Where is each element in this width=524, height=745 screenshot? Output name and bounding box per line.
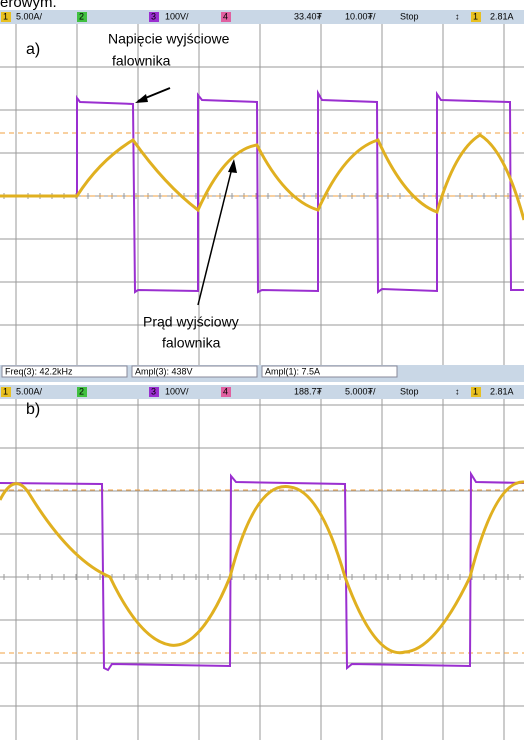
page: erowym. 1 5.00A/2 3 100V/4 33.40₮ 10.00₮/ Stop… [0,0,524,740]
header-item: 4 [223,11,228,21]
header-item: Stop [400,11,419,21]
header-item: 2 [79,11,84,21]
header-item: 1 [3,11,8,21]
header-item: ↕ [455,386,460,396]
measurement: Freq(3): 42.2kHz [5,366,73,376]
header-item: 3 [151,11,156,21]
header-item: 3 [151,386,156,396]
annotation: Napięcie wyjściowe [108,31,230,47]
header-item: 2 [79,386,84,396]
header-item: 100V/ [165,386,189,396]
panel-label: a) [26,41,40,58]
header-item: 5.00A/ [16,11,43,21]
caption-fragment: erowym. [0,0,57,11]
header-item: 2.81A [490,386,514,396]
header-item: 2.81A [490,11,514,21]
header-item: 100V/ [165,11,189,21]
header-item: 1 [473,11,478,21]
header-item: 5.00A/ [16,386,43,396]
header-item: ↕ [455,11,460,21]
header-item: 1 [3,386,8,396]
header-item: 4 [223,386,228,396]
header-item: 1 [473,386,478,396]
annotation: falownika [162,335,221,351]
header-item: Stop [400,386,419,396]
annotation: falownika [112,53,171,69]
header-item: 33.40₮ [294,11,323,21]
header-item: 5.000₮/ [345,386,376,396]
annotation: Prąd wyjściowy [143,314,239,330]
panel-b [0,385,524,740]
header-item: 10.00₮/ [345,11,376,21]
header-item: 188.7₮ [294,386,323,396]
screen [0,399,524,740]
measurement: Ampl(3): 438V [135,366,193,376]
panel-label: b) [26,401,40,418]
measurement: Ampl(1): 7.5A [265,366,320,376]
